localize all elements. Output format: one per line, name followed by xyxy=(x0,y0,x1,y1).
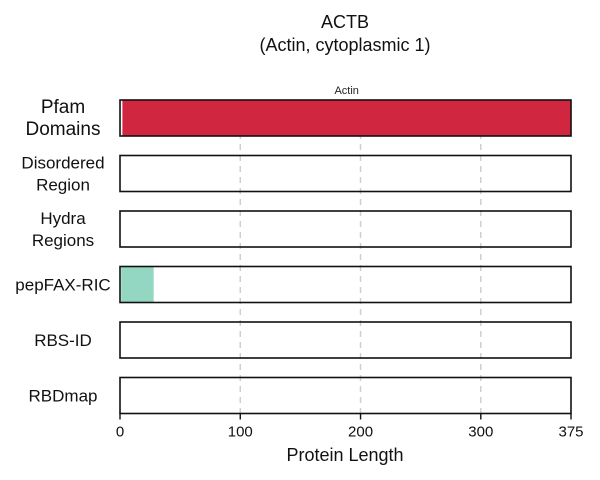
feature-bar xyxy=(122,100,571,136)
x-axis-title: Protein Length xyxy=(286,445,403,465)
track-row: RBDmap xyxy=(29,376,572,415)
chart-subtitle: (Actin, cytoplasmic 1) xyxy=(259,35,430,55)
track-frame xyxy=(119,265,572,304)
track-row: RBS-ID xyxy=(34,321,572,359)
x-tick-label: 0 xyxy=(116,424,124,441)
track-frame xyxy=(119,210,572,248)
x-tick-label: 200 xyxy=(348,424,373,441)
track-frame xyxy=(119,154,572,193)
track-row: Hydra Regions xyxy=(32,209,572,250)
track-rows: Actin Pfam Domains Disordered Region Hydra Reg… xyxy=(15,85,572,415)
track-frame xyxy=(119,376,572,415)
track-frame xyxy=(119,99,572,137)
x-tick-label: 375 xyxy=(558,424,583,441)
grid-lines xyxy=(239,100,482,414)
x-axis: 0 100 200 300 375 xyxy=(116,413,584,441)
track-label: RBDmap xyxy=(29,387,98,406)
feature-label: Actin xyxy=(334,85,358,97)
track-row: Disordered Region xyxy=(21,154,572,195)
chart-title: ACTB xyxy=(321,12,369,32)
track-label: RBS-ID xyxy=(34,331,92,350)
track-row: pepFAX-RIC xyxy=(15,265,572,304)
x-tick-label: 100 xyxy=(228,424,253,441)
track-label: Hydra Regions xyxy=(32,209,94,250)
track-frame xyxy=(119,321,572,359)
feature-bar xyxy=(121,266,154,303)
x-tick-label: 300 xyxy=(468,424,493,441)
track-label: Disordered Region xyxy=(21,154,104,195)
track-label: Pfam Domains xyxy=(26,97,101,140)
track-row: Actin Pfam Domains xyxy=(26,85,572,140)
track-label: pepFAX-RIC xyxy=(15,276,110,295)
chart-title-group: ACTB (Actin, cytoplasmic 1) xyxy=(259,12,430,55)
